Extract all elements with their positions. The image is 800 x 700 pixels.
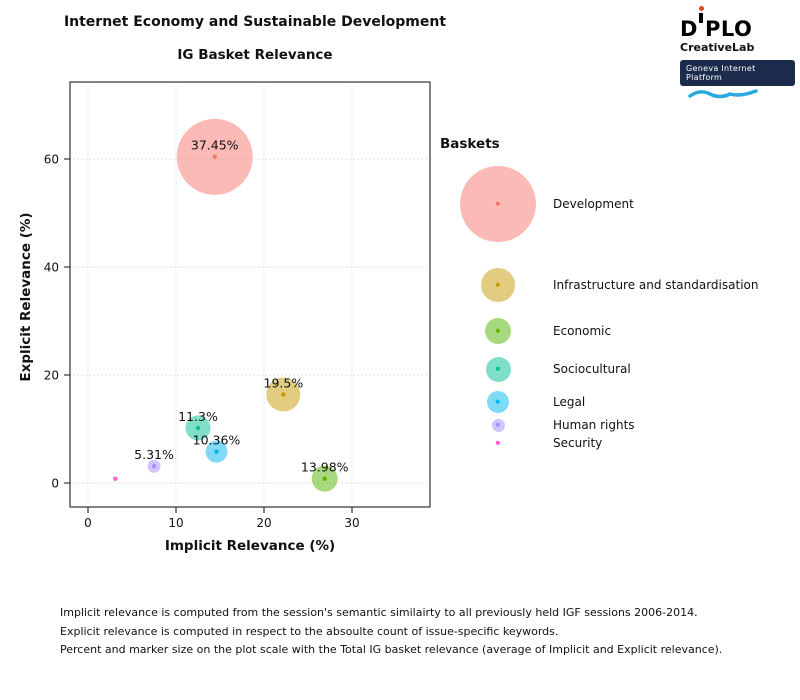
creativelab-label: CreativeLab: [680, 41, 755, 54]
bubble-center-dot: [322, 476, 327, 481]
legend-marker-human-rights: [491, 418, 505, 432]
bubble-label: 13.98%: [301, 460, 349, 475]
bubble-center-dot: [281, 392, 286, 397]
bubble-center-dot: [113, 476, 118, 481]
legend-marker-dot: [495, 366, 501, 372]
legend-marker-dot: [495, 399, 501, 405]
legend-marker-economic: [485, 318, 511, 344]
chart-subtitle: IG Basket Relevance: [177, 47, 333, 63]
footnotes: Implicit relevance is computed from the …: [60, 604, 722, 660]
legend-label: Development: [553, 197, 634, 211]
legend-marker-dot: [495, 328, 501, 334]
legend-marker-infrastructure-and-standardisation: [481, 268, 515, 302]
legend-label: Infrastructure and standardisation: [553, 278, 759, 292]
brand-letter-d: D: [680, 17, 698, 41]
legend-marker-dot: [495, 422, 501, 428]
footnote-line: Explicit relevance is computed in respec…: [60, 624, 559, 638]
x-axis-label: Implicit Relevance (%): [164, 538, 336, 554]
legend-marker-development: [460, 166, 536, 242]
diplo-logo: D PLO CreativeLab Geneva Internet Platfor…: [680, 6, 795, 100]
red-dot-icon: [698, 6, 704, 11]
legend-label: Human rights: [553, 418, 635, 432]
bubble-center-dot: [151, 464, 157, 469]
legend-marker-dot: [495, 201, 501, 207]
y-tick-label: 60: [44, 153, 59, 167]
bubble-label: 19.5%: [264, 375, 304, 390]
legend-label: Economic: [553, 324, 612, 338]
legend-label: Security: [553, 436, 603, 450]
x-tick-label: 20: [256, 516, 271, 530]
wave-icon: [688, 89, 758, 99]
y-tick-label: 20: [44, 369, 59, 383]
plot-panel-border: [69, 81, 431, 508]
legend-marker-legal: [487, 391, 509, 413]
x-tick-label: 30: [344, 516, 359, 530]
chart-title: Internet Economy and Sustainable Develop…: [63, 14, 447, 30]
brand-letters-plo: PLO: [704, 17, 753, 41]
gip-badge: Geneva Internet Platform: [680, 60, 795, 86]
footnote-line: Percent and marker size on the plot scal…: [60, 643, 723, 656]
legend-label: Sociocultural: [553, 362, 631, 376]
legend-marker-dot: [495, 282, 501, 288]
diplo-wordmark: D PLO: [680, 6, 795, 41]
x-tick-label: 10: [168, 516, 183, 530]
y-axis-label: Explicit Relevance (%): [18, 212, 34, 382]
footnote-line: Implicit relevance is computed from the …: [60, 606, 698, 619]
legend-label: Legal: [553, 395, 586, 409]
i-stem: [699, 13, 704, 23]
bubble-label: 11.3%: [178, 409, 218, 424]
bubble-label: 5.31%: [134, 447, 174, 462]
y-tick-label: 40: [44, 261, 59, 275]
bubble-center-dot: [195, 425, 201, 431]
legend-marker-sociocultural: [485, 356, 511, 382]
bubble-label: 10.36%: [193, 433, 241, 448]
bubble-label: 37.45%: [191, 138, 239, 153]
x-tick-label: 0: [84, 516, 92, 530]
y-tick-label: 0: [51, 477, 59, 491]
legend-marker-dot: [495, 440, 501, 446]
bubble-center-dot: [214, 449, 219, 454]
legend-marker-security: [495, 440, 501, 446]
scatter-plot: 0 10 20 30 0 20 40 60 37.45% 19.5% 13.98% 11.3% 10.3…: [44, 81, 431, 530]
brand-letter-i: [698, 6, 705, 36]
bubble-center-dot: [212, 154, 217, 160]
